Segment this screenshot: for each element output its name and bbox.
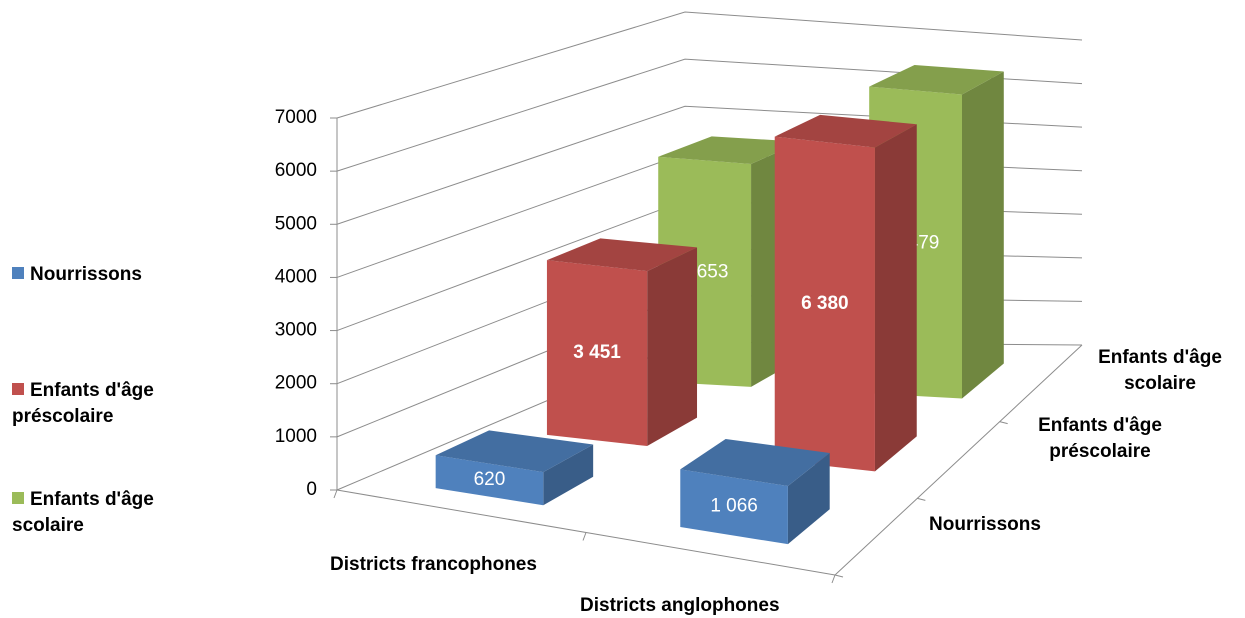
y-tick-label: 4000 [275,266,317,287]
bar-side [787,452,830,545]
y-tick-label: 0 [306,479,317,500]
y-tick-label: 3000 [275,320,317,341]
depth-label: Nourrissons [929,514,1041,535]
y-tick-label: 6000 [275,160,317,181]
value-label: 6 380 [801,293,849,314]
legend-label: Nourrissons [30,264,142,285]
depth-tick [999,421,1008,425]
grid-line [336,11,1083,119]
depth-label: Enfants d'âge préscolaire [1038,415,1162,462]
bar [435,430,594,506]
value-label: 1 066 [710,496,758,517]
legend-item: Enfants d'âge scolaire [12,487,177,539]
depth-tick [917,497,926,501]
depth-label: Enfants d'âge scolaire [1098,347,1222,394]
bar-front [546,260,648,447]
legend-swatch [12,492,24,504]
bar-top [435,430,594,473]
bar-front [435,455,544,506]
bar-side [874,124,917,472]
x-tick [831,574,836,584]
legend-swatch [12,267,24,279]
value-label: 620 [474,469,506,490]
bar-side [647,247,698,447]
y-tick-label: 5000 [275,213,317,234]
bar-top [869,64,1004,95]
legend-swatch [12,383,24,395]
value-label: 3 451 [573,342,621,363]
bar [680,439,830,545]
legend-label: Enfants d'âge scolaire [12,489,154,536]
y-tick-label: 1000 [275,426,317,447]
bar-top [774,114,917,148]
bar-top [680,439,830,486]
y-tick-label: 2000 [275,373,317,394]
bar-top [658,136,801,164]
x-tick [333,489,338,499]
x-tick [582,532,587,541]
bar-top [546,238,698,272]
bar-front [774,136,875,472]
bar [546,238,698,447]
bar-side [543,444,594,506]
legend-item: Enfants d'âge préscolaire [12,378,177,430]
y-tick-label: 7000 [275,107,317,128]
depth-axis [834,344,1083,576]
x-tick-label: Districts anglophones [580,595,780,616]
depth-tick [834,574,844,578]
bar-side [962,71,1004,399]
legend-label: Enfants d'âge préscolaire [12,380,154,427]
x-tick-label: Districts francophones [330,554,537,575]
bar-front [680,469,788,545]
bar [774,114,917,472]
legend-item: Nourrissons [12,262,212,288]
